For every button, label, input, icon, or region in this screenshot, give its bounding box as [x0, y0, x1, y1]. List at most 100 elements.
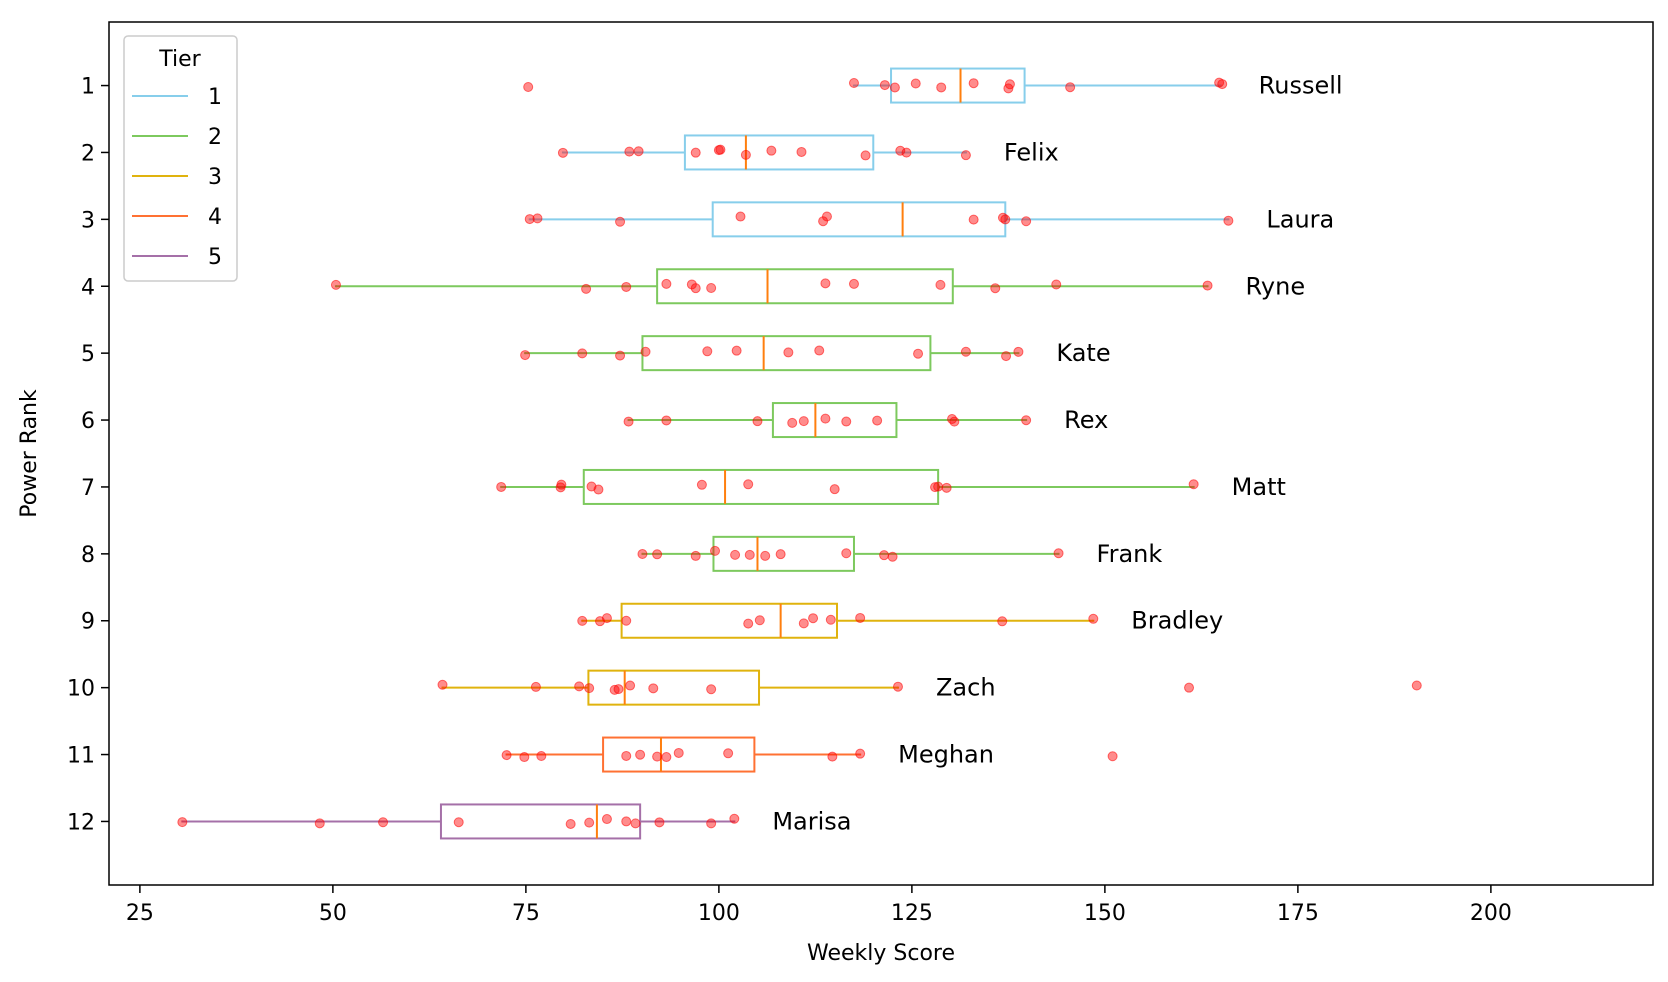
score-point: [530, 681, 541, 692]
score-point: [519, 752, 530, 763]
score-point: [686, 279, 697, 290]
score-point: [879, 550, 890, 561]
score-point: [654, 817, 665, 828]
player-label: Laura: [1266, 205, 1334, 233]
score-point: [613, 684, 624, 695]
score-point: [601, 613, 612, 624]
score-point: [825, 614, 836, 625]
player-box-ryne: Ryne: [330, 268, 1305, 305]
score-point: [621, 281, 632, 292]
plot-frame: [108, 21, 1654, 886]
score-point: [889, 82, 900, 93]
score-point: [798, 618, 809, 629]
score-point: [648, 683, 659, 694]
score-point: [754, 615, 765, 626]
score-point: [752, 416, 763, 427]
score-point: [1000, 214, 1011, 225]
legend-frame: [123, 35, 238, 282]
score-point: [623, 416, 634, 427]
score-point: [729, 813, 740, 824]
score-point: [1217, 79, 1228, 90]
score-point: [437, 679, 448, 690]
plot-area: Russell Felix Laura Ryne Kate Rex Matt Frank Bra…: [177, 67, 1422, 840]
score-point: [1107, 751, 1118, 762]
legend-title: Tier: [158, 47, 201, 72]
score-point: [453, 817, 464, 828]
x-tick-label: 75: [512, 901, 540, 926]
score-point: [581, 283, 592, 294]
score-point: [730, 549, 741, 560]
score-point: [652, 751, 663, 762]
score-point: [706, 818, 717, 829]
legend-label-tier-5: 5: [208, 245, 222, 270]
score-point: [1021, 216, 1032, 227]
score-point: [936, 82, 947, 93]
x-tick-label: 25: [126, 901, 154, 926]
score-point: [524, 214, 535, 225]
score-point: [1001, 351, 1012, 362]
iqr-box: [641, 335, 932, 372]
score-point: [913, 348, 924, 359]
score-point: [990, 283, 1001, 294]
score-point: [609, 684, 620, 695]
score-point: [1188, 479, 1199, 490]
y-tick-label: 4: [81, 275, 95, 300]
x-tick-label: 125: [891, 901, 933, 926]
legend-label-tier-4: 4: [208, 205, 222, 230]
score-point: [690, 147, 701, 158]
score-point: [633, 146, 644, 157]
score-point: [621, 615, 632, 626]
y-tick-label: 9: [81, 610, 95, 635]
score-point: [1051, 279, 1062, 290]
legend-label-tier-2: 2: [208, 125, 222, 150]
y-tick-label: 3: [81, 208, 95, 233]
iqr-box: [602, 736, 756, 773]
score-point: [1088, 613, 1099, 624]
player-label: Felix: [1004, 138, 1059, 166]
score-point: [820, 413, 831, 424]
score-point: [821, 211, 832, 222]
score-point: [706, 282, 717, 293]
score-point: [848, 278, 859, 289]
player-label: Marisa: [772, 807, 851, 835]
x-axis-title: Weekly Score: [807, 941, 955, 966]
score-point: [798, 416, 809, 427]
score-point: [855, 748, 866, 759]
player-label: Kate: [1056, 339, 1110, 367]
score-point: [621, 750, 632, 761]
score-point: [997, 616, 1008, 627]
score-point: [872, 415, 883, 426]
score-point: [661, 415, 672, 426]
y-tick-label: 12: [67, 810, 95, 835]
legend-label-tier-1: 1: [208, 85, 222, 110]
player-label: Russell: [1259, 72, 1343, 100]
iqr-box: [771, 402, 898, 439]
score-point: [584, 817, 595, 828]
score-point: [735, 211, 746, 222]
score-point: [501, 750, 512, 761]
score-point: [577, 348, 588, 359]
score-point: [690, 550, 701, 561]
player-label: Meghan: [898, 741, 994, 769]
score-point: [879, 80, 890, 91]
score-point: [814, 345, 825, 356]
score-point: [621, 816, 632, 827]
iqr-box: [711, 201, 1007, 238]
score-point: [1202, 280, 1213, 291]
score-point: [848, 77, 859, 88]
score-point: [723, 748, 734, 759]
y-tick-label: 6: [81, 409, 95, 434]
score-point: [640, 346, 651, 357]
player-label: Zach: [936, 674, 996, 702]
y-tick-label: 11: [67, 744, 95, 769]
score-point: [783, 347, 794, 358]
score-point: [673, 747, 684, 758]
score-point: [565, 818, 576, 829]
player-box-kate: Kate: [520, 335, 1111, 372]
score-point: [1004, 79, 1015, 90]
score-point: [637, 548, 648, 559]
score-point: [960, 346, 971, 357]
score-point: [710, 545, 721, 556]
score-point: [536, 750, 547, 761]
score-point: [930, 482, 941, 493]
